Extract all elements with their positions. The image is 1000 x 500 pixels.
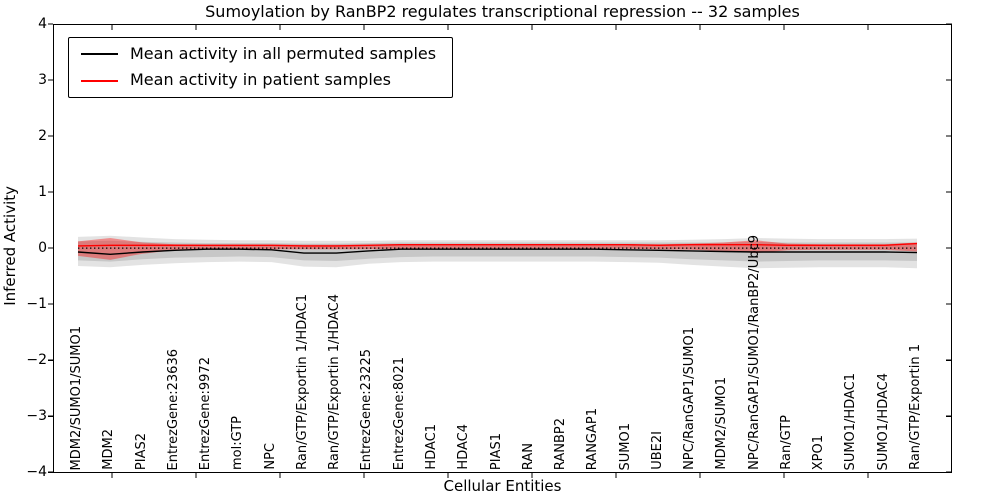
x-category-label: MDM2/SUMO1 [714, 377, 730, 470]
permuted-range-outer-band [78, 235, 917, 269]
legend: Mean activity in all permuted samples Me… [68, 37, 454, 98]
x-category-label: Ran/GTP [778, 415, 794, 470]
x-category-label: mol:GTP [230, 416, 246, 470]
x-category-label: HDAC4 [456, 424, 472, 470]
y-tick-label: 4 [38, 15, 47, 32]
x-category-label: Ran/GTP/Exportin 1/HDAC1 [294, 294, 310, 470]
x-category-label: HDAC1 [423, 424, 439, 470]
x-category-label: SUMO1/HDAC4 [875, 372, 891, 470]
y-tick-label: 2 [38, 128, 47, 144]
x-category-label: PIAS1 [488, 432, 504, 470]
x-category-label: SUMO1/HDAC1 [843, 372, 859, 470]
x-category-label: NPC/RanGAP1/SUMO1/RanBP2/Ubc9 [746, 235, 762, 470]
x-axis-label: Cellular Entities [443, 477, 562, 495]
x-category-label: SUMO1 [617, 422, 633, 471]
legend-item-patient: Mean activity in patient samples [81, 70, 436, 90]
x-category-label: RANGAP1 [585, 407, 601, 470]
x-category-label: MDM2 [101, 429, 117, 470]
y-tick-label: 0 [38, 240, 47, 257]
legend-line-swatch-black [81, 53, 118, 56]
chart-title: Sumoylation by RanBP2 regulates transcri… [205, 2, 800, 21]
x-category-label: EntrezGene:23225 [359, 348, 375, 470]
y-tick-label: 1 [38, 184, 47, 201]
x-category-label: RAN [520, 442, 536, 470]
y-tick-label: −3 [26, 408, 47, 425]
legend-item-label: Mean activity in all permuted samples [130, 44, 437, 63]
series-line [77, 248, 918, 256]
x-category-label: NPC/RanGAP1/SUMO1 [682, 327, 698, 470]
y-tick-label: −1 [26, 296, 47, 313]
patient-range-band [78, 238, 917, 260]
x-category-label: EntrezGene:9972 [198, 356, 214, 470]
x-category-label: Ran/GTP/Exportin 1 [908, 344, 924, 470]
x-category-label: Ran/GTP/Exportin 1/HDAC4 [327, 294, 343, 470]
legend-line-swatch-red [81, 79, 118, 82]
y-tick-label: −2 [26, 352, 47, 369]
x-category-label: EntrezGene:23636 [165, 348, 181, 470]
x-category-label: MDM2/SUMO1/SUMO1 [69, 325, 84, 470]
x-category-label: RANBP2 [553, 417, 569, 470]
x-category-label: EntrezGene:8021 [391, 356, 407, 470]
y-tick-label: 3 [38, 71, 47, 88]
series-line [77, 242, 918, 247]
x-category-label: NPC [262, 443, 278, 470]
x-category-label: PIAS2 [133, 432, 149, 470]
x-category-label: XPO1 [811, 434, 827, 470]
y-tick-label: −4 [26, 464, 47, 481]
legend-item-label: Mean activity in patient samples [130, 70, 391, 90]
x-category-label: UBE2I [649, 431, 665, 470]
legend-item-permuted: Mean activity in all permuted samples [81, 44, 437, 63]
